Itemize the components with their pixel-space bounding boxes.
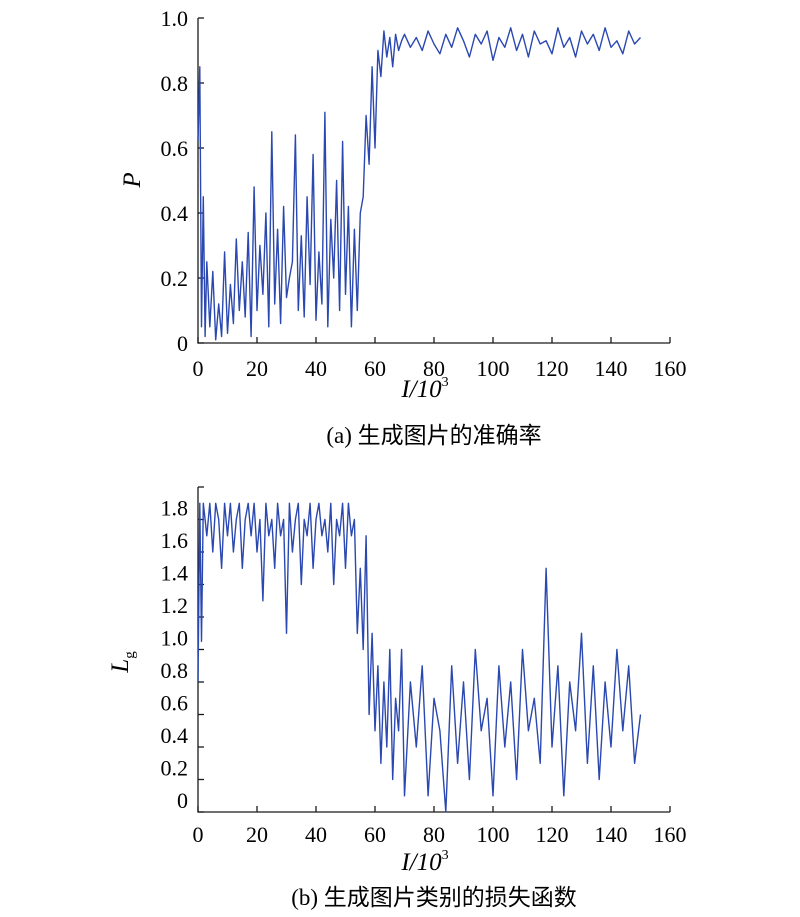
chart-b-x-tick-label: 80 [423,822,445,847]
chart-b-y-tick-label: 1.8 [161,496,189,521]
chart-a-y-tick-label: 1.0 [161,6,189,31]
chart-a-x-tick-label: 100 [477,356,510,381]
chart-b-xlabel: I/103 [400,848,448,876]
chart-b-xlabel-sup: 3 [442,848,449,863]
chart-b-loss: 0 20 40 60 80 100 120 140 160 0 0.2 0.4 0.6 0.8 1.0 1.2… [107,486,687,910]
chart-b-series-line [197,502,642,813]
chart-a-x-tick-label: 140 [595,356,628,381]
chart-a-x-tick-label: 80 [423,356,445,381]
chart-b-y-tick-label: 0.6 [161,691,189,716]
chart-b-xlabel-base: I/10 [400,849,442,876]
chart-a-x-tick-label: 40 [305,356,327,381]
chart-a-xlabel-base: I/10 [400,376,442,403]
chart-b-y-tick-label: 0.4 [161,723,189,748]
chart-a-x-tick-label: 60 [364,356,386,381]
chart-b-x-tick-label: 40 [305,822,327,847]
chart-a-x-tick-label: 20 [246,356,268,381]
chart-b-x-tick-label: 20 [246,822,268,847]
chart-a-x-tick-label: 160 [654,356,687,381]
chart-a-y-tick-label: 0 [177,331,188,356]
chart-b-y-tick-label: 0 [177,788,188,813]
chart-a-xlabel-sup: 3 [442,375,449,390]
chart-a-x-tick-label: 0 [193,356,204,381]
chart-a-caption: (a) 生成图片的准确率 [326,423,541,448]
chart-b-y-tick-label: 1.0 [161,626,189,651]
chart-a-xlabel: I/103 [400,375,448,403]
chart-b-x-tick-label: 120 [536,822,569,847]
chart-b-x-tick-label: 0 [193,822,204,847]
chart-b-ylabel: Lg [107,651,138,674]
chart-a-ticks: 0 20 40 60 80 100 120 140 160 0 0.2 0.4 0.6 0.8 1.0 [161,6,687,381]
chart-b-ticks: 0 20 40 60 80 100 120 140 160 0 0.2 0.4 0.6 0.8 1.0 1.2… [161,486,687,847]
chart-b-ylabel-base: L [107,659,134,674]
chart-b-x-tick-label: 60 [364,822,386,847]
chart-a-y-tick-label: 0.2 [161,266,189,291]
chart-a-y-tick-label: 0.6 [161,136,189,161]
chart-b-y-tick-label: 0.2 [161,756,189,781]
chart-a-y-tick-label: 0.8 [161,71,189,96]
chart-a-ylabel: P [119,172,146,188]
chart-b-y-tick-label: 1.6 [161,528,189,553]
chart-a-series-line [197,27,642,341]
chart-a-x-tick-label: 120 [536,356,569,381]
chart-b-ylabel-sub: g [122,651,138,659]
chart-a-y-tick-label: 0.4 [161,201,189,226]
chart-b-x-tick-label: 160 [654,822,687,847]
chart-b-y-tick-label: 1.2 [161,593,189,618]
chart-b-y-tick-label: 0.8 [161,658,189,683]
chart-b-y-tick-label: 1.4 [161,561,189,586]
chart-b-caption: (b) 生成图片类别的损失函数 [291,885,577,910]
chart-b-x-tick-label: 100 [477,822,510,847]
chart-b-x-tick-label: 140 [595,822,628,847]
